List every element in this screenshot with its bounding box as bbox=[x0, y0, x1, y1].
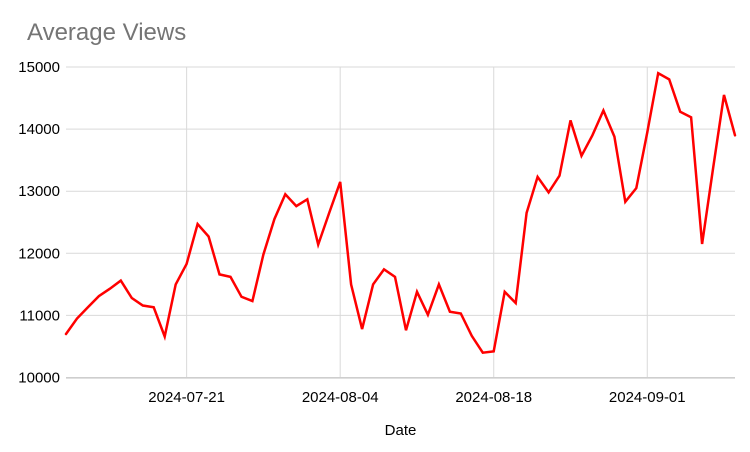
x-tick-label: 2024-08-18 bbox=[455, 389, 532, 406]
x-axis-title: Date bbox=[384, 422, 417, 439]
y-tick-label: 14000 bbox=[18, 121, 60, 138]
y-tick-label: 10000 bbox=[18, 370, 60, 387]
y-tick-label: 13000 bbox=[18, 183, 60, 200]
chart-title: Average Views bbox=[27, 19, 187, 46]
x-tick-label: 2024-08-04 bbox=[302, 389, 379, 406]
x-tick-label: 2024-09-01 bbox=[609, 389, 686, 406]
series-line bbox=[64, 71, 737, 355]
x-tick-label: 2024-07-21 bbox=[148, 389, 225, 406]
y-tick-label: 11000 bbox=[19, 307, 60, 324]
y-tick-label: 12000 bbox=[18, 245, 60, 262]
y-tick-label: 15000 bbox=[18, 59, 60, 76]
